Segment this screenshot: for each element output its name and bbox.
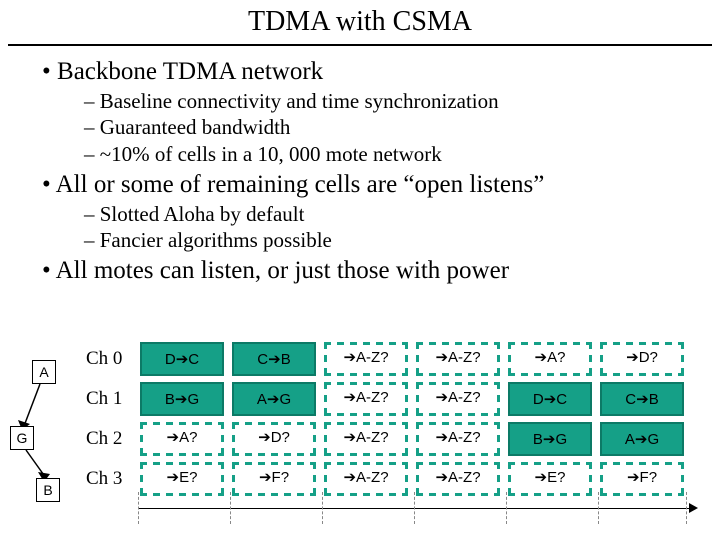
axis-tick: [598, 492, 599, 524]
grid-cell: ➔A-Z?: [416, 422, 500, 456]
grid-cell: C➔B: [232, 342, 316, 376]
grid-cell: ➔D?: [232, 422, 316, 456]
grid-cell: C➔B: [600, 382, 684, 416]
grid-cell: ➔A-Z?: [416, 342, 500, 376]
grid-cell: ➔F?: [600, 462, 684, 496]
grid-cell: D➔C: [508, 382, 592, 416]
grid-cell: ➔A-Z?: [324, 342, 408, 376]
grid-row: ➔A?➔D?➔A-Z?➔A-Z?B➔GA➔G: [140, 422, 692, 456]
grid-cell: B➔G: [140, 382, 224, 416]
axis-tick: [230, 492, 231, 524]
grid-cell: ➔A?: [508, 342, 592, 376]
grid-cell: A➔G: [232, 382, 316, 416]
grid-cell: ➔A-Z?: [324, 462, 408, 496]
grid-cell: ➔E?: [140, 462, 224, 496]
axis-tick: [138, 492, 139, 524]
bullet-2-1: Slotted Aloha by default: [100, 201, 700, 227]
grid-cell: ➔A-Z?: [324, 422, 408, 456]
grid-row: ➔E?➔F?➔A-Z?➔A-Z?➔E?➔F?: [140, 462, 692, 496]
bullet-1-2: Guaranteed bandwidth: [100, 114, 700, 140]
axis-tick: [506, 492, 507, 524]
bullet-2: All or some of remaining cells are “open…: [60, 171, 700, 199]
axis-arrow-icon: [689, 503, 698, 513]
axis-tick: [414, 492, 415, 524]
axis-tick: [686, 492, 687, 524]
diagram-area: A G B Ch 0 Ch 1 Ch 2 Ch 3 D➔CC➔B➔A-Z?➔A-…: [0, 340, 720, 530]
grid-cell: ➔A?: [140, 422, 224, 456]
time-axis: [138, 502, 700, 522]
grid-row: D➔CC➔B➔A-Z?➔A-Z?➔A?➔D?: [140, 342, 692, 376]
grid-cell: ➔E?: [508, 462, 592, 496]
content-area: Backbone TDMA network Baseline connectiv…: [0, 46, 720, 285]
bullet-3: All motes can listen, or just those with…: [60, 257, 700, 285]
slide-title: TDMA with CSMA: [0, 0, 720, 44]
bullet-1-3: ~10% of cells in a 10, 000 mote network: [100, 141, 700, 167]
axis-tick: [322, 492, 323, 524]
schedule-grid: D➔CC➔B➔A-Z?➔A-Z?➔A?➔D?B➔GA➔G➔A-Z?➔A-Z?D➔…: [140, 342, 692, 502]
node-g: G: [10, 426, 34, 450]
ch-label-0: Ch 0: [86, 348, 122, 370]
bullet-2-2: Fancier algorithms possible: [100, 227, 700, 253]
grid-cell: ➔F?: [232, 462, 316, 496]
grid-cell: ➔A-Z?: [416, 382, 500, 416]
grid-cell: A➔G: [600, 422, 684, 456]
grid-row: B➔GA➔G➔A-Z?➔A-Z?D➔CC➔B: [140, 382, 692, 416]
bullet-1-1: Baseline connectivity and time synchroni…: [100, 88, 700, 114]
grid-cell: B➔G: [508, 422, 592, 456]
ch-label-1: Ch 1: [86, 388, 122, 410]
node-a: A: [32, 360, 56, 384]
grid-cell: ➔A-Z?: [416, 462, 500, 496]
grid-cell: ➔D?: [600, 342, 684, 376]
node-b: B: [36, 478, 60, 502]
ch-label-2: Ch 2: [86, 428, 122, 450]
grid-cell: ➔A-Z?: [324, 382, 408, 416]
grid-cell: D➔C: [140, 342, 224, 376]
bullet-1: Backbone TDMA network: [60, 58, 700, 86]
ch-label-3: Ch 3: [86, 468, 122, 490]
